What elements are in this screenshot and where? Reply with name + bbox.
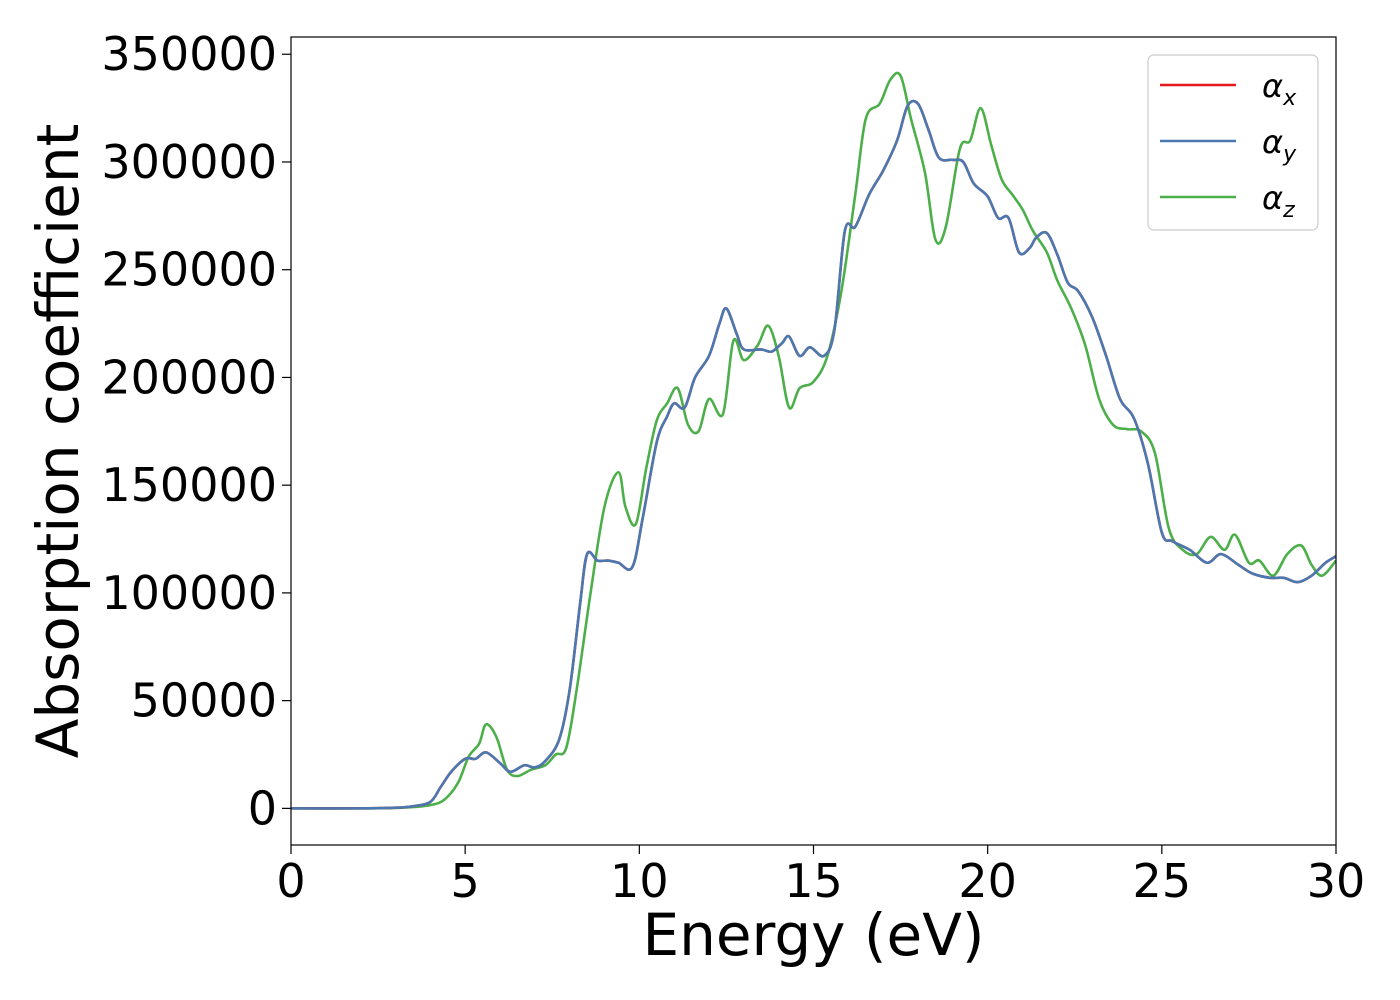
legend-label-y: αy [1262,123,1297,167]
x-tick-label: 0 [276,854,305,908]
x-axis-title: Energy (eV) [642,901,984,969]
x-tick-label: 10 [610,854,669,908]
y-axis-title: Absorption coefficient [24,124,92,759]
y-tick-label: 200000 [101,350,277,404]
x-axis-ticks: 0 5 10 15 20 25 30 [276,845,1365,908]
y-tick-label: 100000 [101,566,277,620]
x-tick-label: 25 [1133,854,1192,908]
series-layer [291,71,1336,810]
y-tick-label: 50000 [131,674,277,728]
y-tick-label: 0 [248,781,277,835]
series-line-y [291,99,1336,810]
y-tick-label: 350000 [101,27,277,81]
y-tick-label: 250000 [101,243,277,297]
x-tick-label: 20 [958,854,1017,908]
y-tick-label: 150000 [101,458,277,512]
legend-label-x: αx [1262,67,1297,111]
y-axis-ticks: 0 50000 100000 150000 200000 250000 300000 3500… [101,27,291,835]
legend-label-z: αz [1262,179,1295,223]
legend-box [1147,54,1319,231]
y-tick-label: 300000 [101,135,277,189]
x-tick-label: 15 [784,854,843,908]
legend: αx αy αz [1147,54,1319,231]
x-tick-label: 5 [451,854,480,908]
x-tick-label: 30 [1307,854,1366,908]
